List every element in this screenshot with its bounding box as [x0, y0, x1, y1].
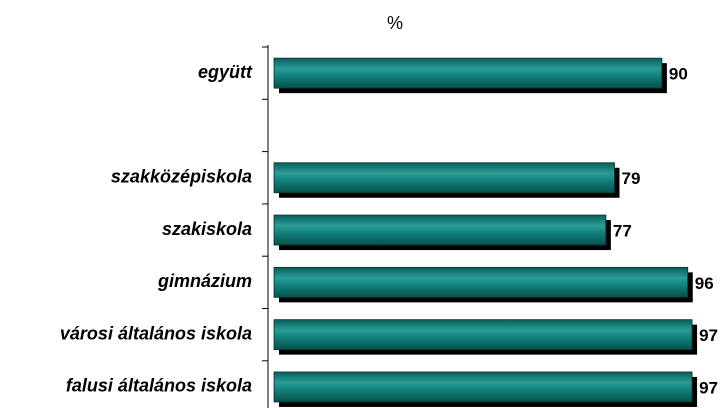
chart-subtitle: %: [387, 13, 403, 33]
bar: [273, 266, 689, 298]
y-tick-label: falusi általános iskola: [66, 376, 252, 396]
value-label: 97: [699, 378, 718, 397]
y-tick-label: gimnázium: [157, 271, 252, 291]
bar: [273, 57, 663, 89]
value-label: 97: [699, 326, 718, 345]
bar: [273, 371, 693, 403]
y-tick-label: szakközépiskola: [111, 167, 252, 187]
value-label: 79: [621, 169, 640, 188]
bar: [273, 214, 607, 246]
value-label: 77: [613, 222, 632, 241]
y-tick-label: együtt: [198, 62, 253, 82]
y-tick-label: városi általános iskola: [60, 323, 252, 343]
bar: [273, 162, 615, 194]
value-label: 96: [695, 274, 714, 293]
y-tick-label: szakiskola: [162, 219, 252, 239]
bar: [273, 319, 693, 351]
value-label: 90: [669, 65, 688, 84]
